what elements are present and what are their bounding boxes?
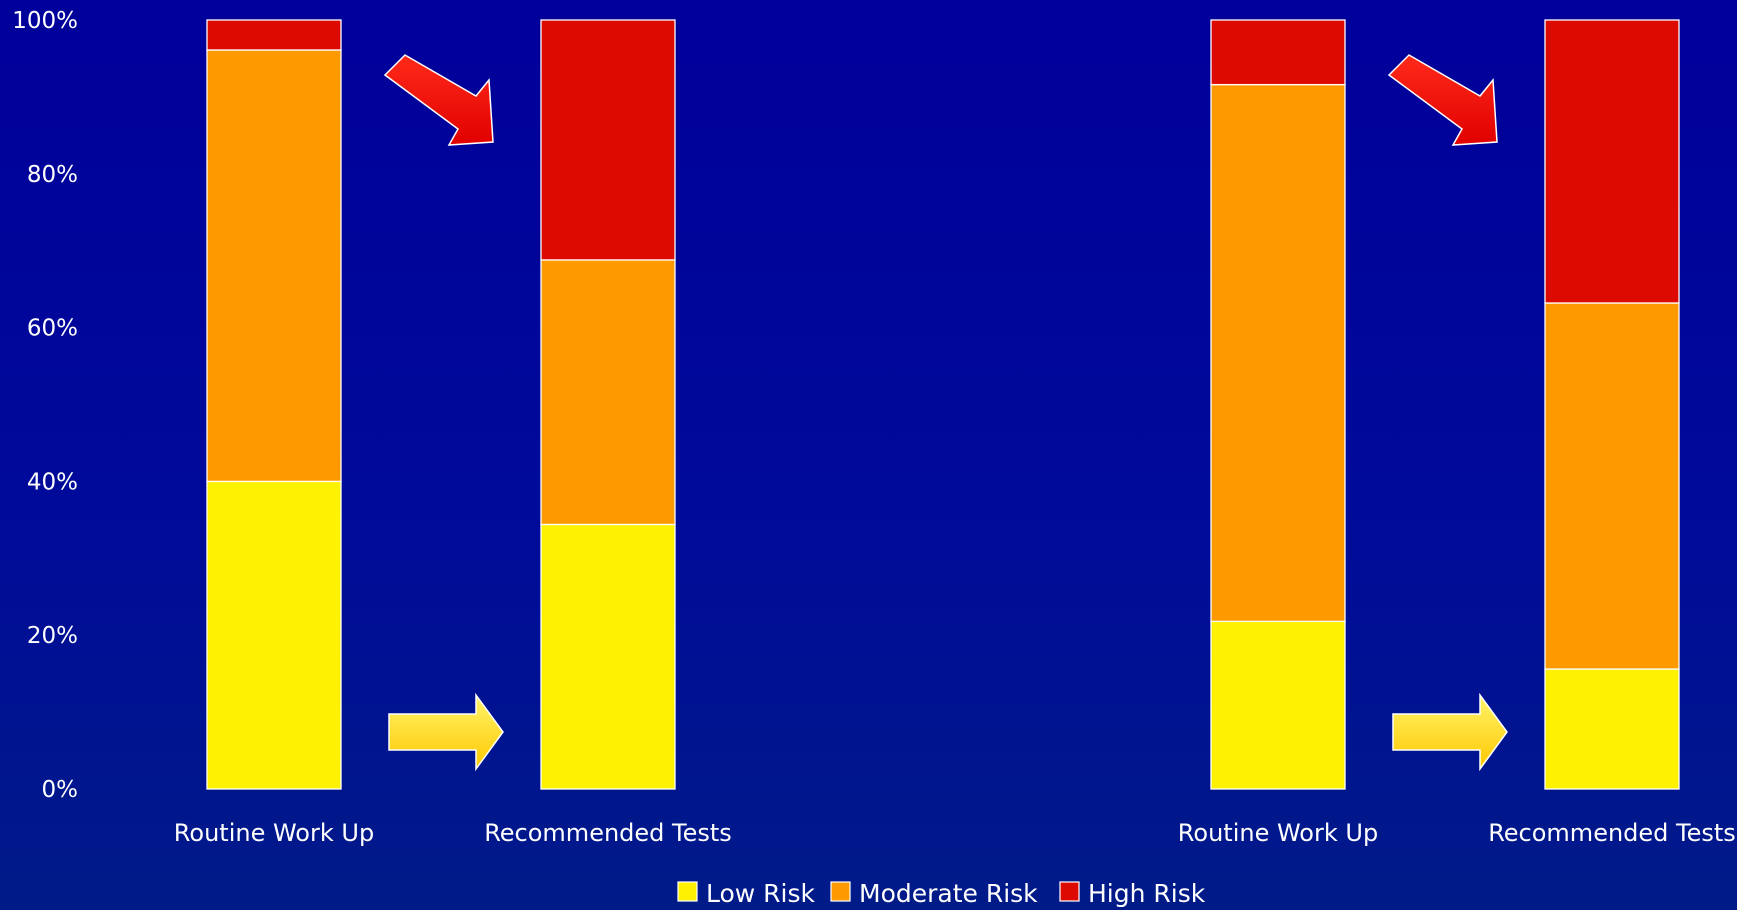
bar-stack bbox=[540, 19, 676, 790]
y-tick-label: 60% bbox=[27, 316, 78, 342]
bar-segment-moderate-risk bbox=[206, 49, 342, 483]
bar-segment-high-risk bbox=[1210, 19, 1346, 86]
bar-segment-moderate-risk bbox=[1544, 302, 1680, 670]
legend: Low Risk Moderate Risk High Risk bbox=[677, 879, 1206, 908]
y-tick-label: 100% bbox=[12, 8, 78, 34]
bar-segment-moderate-risk bbox=[540, 259, 676, 526]
legend-swatch bbox=[677, 881, 698, 902]
bar-segment-low-risk bbox=[1544, 668, 1680, 790]
legend-label: Low Risk bbox=[706, 879, 816, 908]
bar-stack bbox=[206, 19, 342, 790]
red-down-right-arrow bbox=[1387, 54, 1498, 146]
bar-segment-high-risk bbox=[1544, 19, 1680, 304]
category-label: Recommended Tests bbox=[1488, 819, 1736, 847]
bar-segment-high-risk bbox=[540, 19, 676, 261]
bar-segment-low-risk bbox=[540, 523, 676, 790]
legend-swatch bbox=[1059, 881, 1080, 902]
y-tick-label: 80% bbox=[27, 162, 78, 188]
yellow-right-arrow bbox=[1392, 692, 1508, 772]
legend-swatch bbox=[830, 881, 851, 902]
bars-group bbox=[206, 19, 1680, 790]
bar-segment-high-risk bbox=[206, 19, 342, 51]
y-axis: 0% 20% 40% 60% 80% 100% bbox=[12, 8, 78, 803]
legend-label: Moderate Risk bbox=[859, 879, 1038, 908]
category-label: Routine Work Up bbox=[1178, 819, 1378, 847]
bar-stack bbox=[1544, 19, 1680, 790]
y-tick-label: 0% bbox=[42, 777, 79, 803]
yellow-right-arrow bbox=[388, 692, 504, 772]
y-tick-label: 20% bbox=[27, 623, 78, 649]
red-down-right-arrow bbox=[383, 54, 494, 146]
bar-stack bbox=[1210, 19, 1346, 790]
bar-segment-moderate-risk bbox=[1210, 83, 1346, 623]
y-tick-label: 40% bbox=[27, 469, 78, 495]
bar-segment-low-risk bbox=[1210, 620, 1346, 790]
bar-segment-low-risk bbox=[206, 480, 342, 790]
category-label: Recommended Tests bbox=[484, 819, 732, 847]
category-labels: Routine Work Up Recommended Tests Routine … bbox=[174, 819, 1736, 847]
category-label: Routine Work Up bbox=[174, 819, 374, 847]
legend-label: High Risk bbox=[1088, 879, 1206, 908]
annotation-arrows bbox=[383, 54, 1508, 772]
